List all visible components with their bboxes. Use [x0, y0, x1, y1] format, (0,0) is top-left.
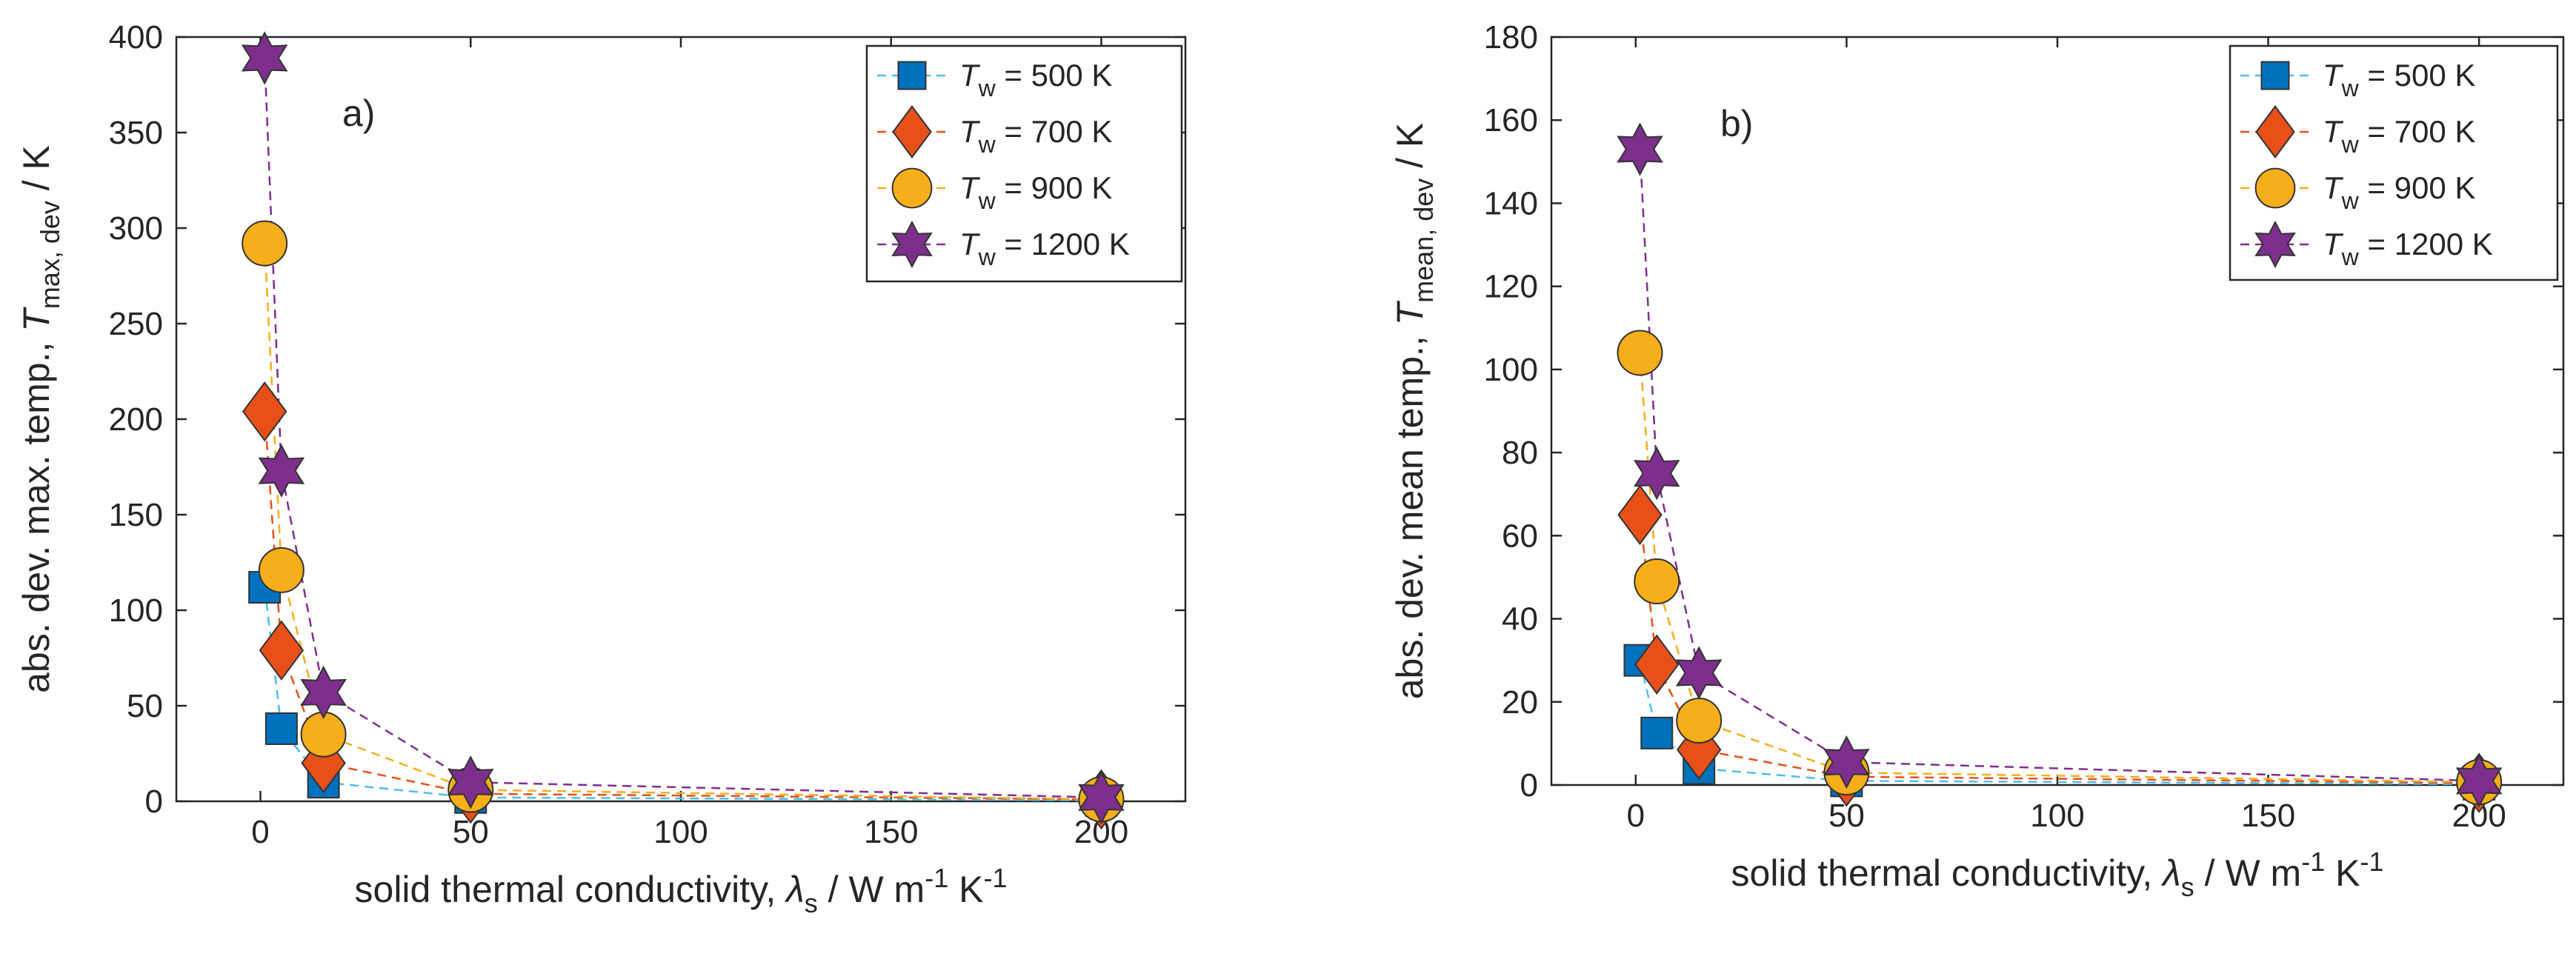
y-tick-label: 140: [1484, 185, 1538, 221]
y-tick-label: 120: [1484, 269, 1538, 305]
y-axis-label: abs. dev. mean temp., Tmean, dev / K: [1389, 123, 1439, 700]
legend: Tw = 500 K Tw = 700 K Tw = 900 K Tw = 1200 …: [865, 44, 1183, 283]
y-tick-label: 200: [109, 401, 163, 438]
y-tick-label: 0: [1520, 767, 1538, 804]
series-line-1200: [1639, 149, 2480, 782]
data-point-700: [259, 620, 304, 681]
x-tick-label: 100: [653, 814, 708, 850]
data-point-500: [264, 712, 298, 745]
legend-marker-1200: [2254, 220, 2296, 269]
data-point-1200: [1823, 735, 1870, 789]
legend-label-500: Tw = 500 K: [959, 58, 1112, 101]
y-tick-label: 400: [109, 19, 163, 56]
data-point-700: [1617, 484, 1663, 545]
data-point-1200: [447, 755, 494, 809]
legend-marker-900: [2254, 167, 2296, 209]
series-markers-1200: [241, 31, 1125, 824]
legend-label-900: Tw = 900 K: [959, 170, 1112, 214]
y-tick-label: 0: [145, 784, 163, 820]
data-point-1200: [300, 665, 347, 720]
legend-marker-700: [2255, 105, 2295, 158]
legend-marker-500: [897, 61, 927, 90]
x-tick-label: 150: [864, 814, 918, 850]
data-point-900: [1617, 330, 1663, 376]
legend-label-900: Tw = 900 K: [2323, 170, 2475, 214]
data-point-700: [1634, 634, 1680, 695]
data-point-900: [1676, 698, 1723, 744]
chart-panel-b: 0 50 100 150 200020406080100120140160180b)Tw…: [1389, 19, 2565, 902]
legend-label-700: Tw = 700 K: [959, 114, 1112, 158]
y-tick-label: 180: [1484, 19, 1538, 56]
x-tick-label: 150: [2241, 798, 2295, 834]
data-point-900: [258, 547, 304, 593]
data-point-1200: [1633, 447, 1680, 501]
data-point-700: [242, 381, 287, 442]
y-tick-label: 160: [1484, 102, 1538, 138]
y-tick-label: 60: [1502, 518, 1538, 554]
data-point-1200: [258, 444, 305, 498]
data-point-500: [1640, 716, 1674, 749]
x-tick-label: 0: [251, 814, 269, 850]
y-tick-label: 80: [1502, 435, 1538, 471]
x-axis-label: solid thermal conductivity, λs / W m-1 K…: [355, 863, 1008, 918]
data-point-900: [242, 220, 288, 267]
data-point-1200: [1078, 770, 1125, 824]
x-tick-label: 0: [1627, 798, 1645, 834]
y-tick-label: 250: [109, 306, 163, 342]
legend-label-1200: Tw = 1200 K: [2323, 227, 2493, 270]
series-markers-1200: [1617, 122, 2503, 808]
series-line-500: [1639, 660, 2480, 786]
data-point-1200: [2455, 754, 2503, 808]
y-tick-label: 300: [109, 210, 163, 247]
legend-label-1200: Tw = 1200 K: [959, 227, 1130, 270]
legend-marker-700: [892, 105, 932, 158]
panel-label: b): [1720, 103, 1753, 144]
y-tick-label: 100: [109, 592, 163, 629]
y-tick-label: 150: [109, 497, 163, 533]
y-tick-label: 100: [1484, 352, 1538, 388]
legend-marker-900: [891, 167, 933, 209]
x-tick-label: 100: [2030, 798, 2084, 834]
legend-marker-1200: [891, 220, 933, 269]
data-point-1200: [1675, 646, 1723, 700]
legend-label-700: Tw = 700 K: [2323, 114, 2475, 158]
y-tick-label: 50: [127, 688, 163, 724]
y-tick-label: 40: [1502, 601, 1538, 638]
data-point-1200: [241, 31, 288, 85]
x-axis-label: solid thermal conductivity, λs / W m-1 K…: [1731, 846, 2384, 902]
y-tick-label: 350: [109, 115, 163, 151]
legend-label-500: Tw = 500 K: [2323, 58, 2475, 101]
legend: Tw = 500 K Tw = 700 K Tw = 900 K Tw = 1200 …: [2229, 44, 2559, 281]
panel-label: a): [342, 93, 375, 134]
chart-panel-a: 0 50 100 150 200050100150200250300350400a)Tw…: [16, 19, 1187, 918]
data-point-1200: [1617, 122, 1663, 176]
data-point-900: [1634, 558, 1680, 605]
y-axis-label: abs. dev. max. temp., Tmax, dev / K: [16, 145, 65, 693]
legend-marker-500: [2260, 61, 2290, 90]
y-tick-label: 20: [1502, 684, 1538, 721]
